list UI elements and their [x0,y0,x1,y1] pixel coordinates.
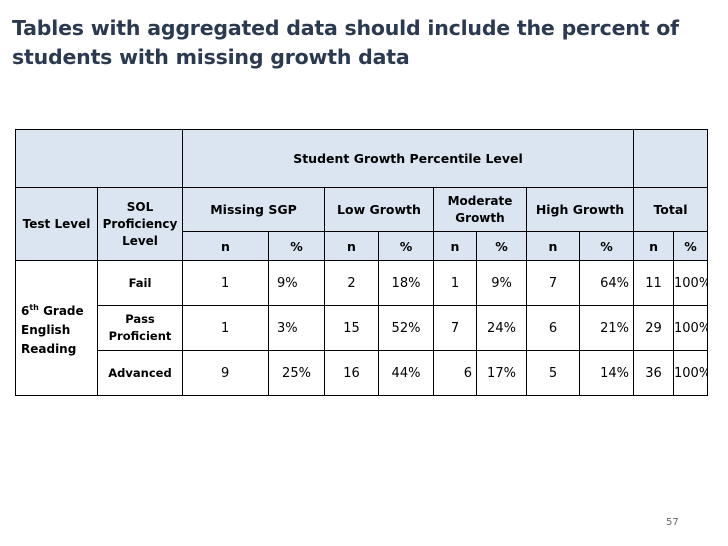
cell: 3% [268,305,325,351]
group-total: Total [633,187,709,232]
sub-pct: % [476,231,527,261]
proficiency-header: SOL Proficiency Level [97,187,183,261]
proficiency-header-line2: Proficiency [102,216,178,231]
level-pass-proficient: Pass Proficient [97,305,183,351]
cell: 100% [673,350,709,396]
cell: 36 [633,350,675,396]
cell: 7 [526,260,580,306]
proficiency-header-line1: SOL [126,199,154,214]
sub-pct: % [578,231,635,261]
cell: 17% [476,350,527,396]
sub-pct: % [378,231,434,261]
cell: 9% [476,260,527,306]
test-level-cell: 6th Grade English Reading [15,260,98,396]
cell: 2 [324,260,379,306]
cell: 16 [324,350,379,396]
cell: 52% [378,305,434,351]
test-level-subject-2: Reading [21,341,77,356]
cell: 1 [182,305,269,351]
grade-suffix: th [29,302,39,312]
title-line-2: students with missing growth data [12,45,410,69]
cell: 21% [578,305,635,351]
level-pass-line1: Pass [125,312,155,326]
cell: 1 [433,260,477,306]
level-fail: Fail [97,260,183,306]
group-moderate-line2: Growth [455,210,505,225]
cell: 25% [268,350,325,396]
cell: 11 [633,260,675,306]
sub-n: n [433,231,477,261]
cell: 6 [433,350,477,396]
cell: 24% [476,305,527,351]
cell: 9 [182,350,269,396]
cell: 14% [578,350,635,396]
grade-word: Grade [38,303,84,318]
sub-n: n [633,231,675,261]
header-blank-cell [15,129,183,188]
table-row: 6th Grade English Reading Fail 1 9% 2 18… [15,260,709,396]
header-blank-cell-right [633,129,709,188]
level-pass-line2: Proficient [108,329,172,343]
group-moderate-growth: Moderate Growth [433,187,527,232]
group-missing-sgp: Missing SGP [182,187,325,232]
level-advanced: Advanced [97,350,183,396]
group-low-growth: Low Growth [324,187,434,232]
sub-pct: % [673,231,709,261]
cell: 18% [378,260,434,306]
cell: 9% [268,260,325,306]
group-moderate-line1: Moderate [447,193,513,208]
test-level-subject: English [21,322,71,337]
sub-n: n [526,231,580,261]
table-row: Advanced 9 25% 16 44% 6 17% 5 14% 36 100… [16,350,709,396]
cell: 15 [324,305,379,351]
cell: 100% [673,260,709,306]
group-high-growth: High Growth [525,187,635,232]
cell: 7 [433,305,477,351]
cell: 6 [526,305,580,351]
table-row: Pass Proficient 1 3% 15 52% 7 24% 6 21% … [16,305,709,351]
sub-pct: % [268,231,325,261]
cell: 1 [182,260,269,306]
grade-number: 6 [21,303,30,318]
sgp-table: Student Growth Percentile Level Test Lev… [15,129,709,396]
cell: 100% [673,305,709,351]
slide-title: Tables with aggregated data should inclu… [12,14,712,72]
group-header: Student Growth Percentile Level [181,129,635,188]
cell: 64% [578,260,635,306]
title-line-1: Tables with aggregated data should inclu… [12,16,679,40]
proficiency-header-line3: Level [122,233,158,248]
test-level-header: Test Level [15,187,98,261]
cell: 44% [378,350,434,396]
sub-n: n [182,231,269,261]
page-number: 57 [666,517,679,528]
cell: 29 [633,305,675,351]
sub-n: n [324,231,379,261]
cell: 5 [526,350,580,396]
